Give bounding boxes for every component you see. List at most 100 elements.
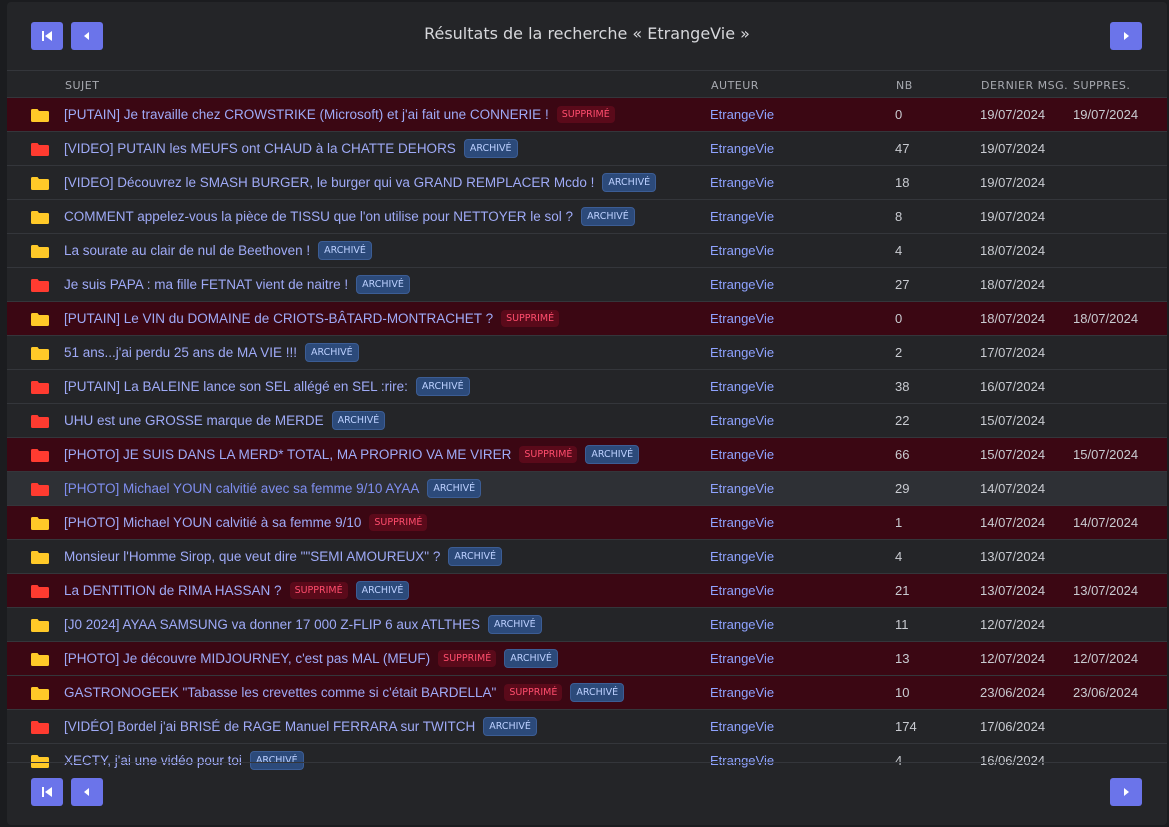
table-row[interactable]: [PHOTO] JE SUIS DANS LA MERD* TOTAL, MA … [7,437,1167,471]
author-link[interactable]: EtrangeVie [710,243,775,258]
table-row[interactable]: La sourate au clair de nul de Beethoven … [7,233,1167,267]
topic-link[interactable]: [PUTAIN] Le VIN du DOMAINE de CRIOTS-BÂT… [64,311,494,326]
author-link[interactable]: EtrangeVie [710,209,775,224]
topic-link[interactable]: GASTRONOGEEK "Tabasse les crevettes comm… [64,685,497,700]
table-row[interactable]: [PUTAIN] Je travaille chez CROWSTRIKE (M… [7,97,1167,131]
table-row[interactable]: [PUTAIN] Le VIN du DOMAINE de CRIOTS-BÂT… [7,301,1167,335]
reply-count: 27 [895,277,910,292]
chevron-left-icon [84,32,89,40]
deleted-date: 15/07/2024 [1073,447,1139,462]
topic-link[interactable]: XECTY, j'ai une vidéo pour toi [64,753,242,768]
prev-page-button-bottom[interactable] [71,778,103,806]
last-message-date: 23/06/2024 [980,685,1046,700]
table-row[interactable]: [PHOTO] Michael YOUN calvitié à sa femme… [7,505,1167,539]
chevron-right-icon [1124,32,1129,40]
topic-link[interactable]: [PHOTO] Je découvre MIDJOURNEY, c'est pa… [64,651,431,666]
first-page-button-bottom[interactable] [31,778,63,806]
deleted-badge: SUPPRIMÉ [519,446,578,463]
author-link[interactable]: EtrangeVie [710,583,775,598]
table-row[interactable]: Monsieur l'Homme Sirop, que veut dire ""… [7,539,1167,573]
folder-icon [31,279,49,292]
table-row[interactable]: [PHOTO] Michael YOUN calvitié avec sa fe… [7,471,1167,505]
column-deleted-date: SUPPRES. [1073,79,1131,92]
topic-subject: Monsieur l'Homme Sirop, que veut dire ""… [64,540,503,573]
deleted-badge: SUPPRIMÉ [501,310,560,327]
table-row[interactable]: [PHOTO] Je découvre MIDJOURNEY, c'est pa… [7,641,1167,675]
table-row[interactable]: GASTRONOGEEK "Tabasse les crevettes comm… [7,675,1167,709]
deleted-badge: SUPPRIMÉ [369,514,428,531]
author-link[interactable]: EtrangeVie [710,345,775,360]
author-link[interactable]: EtrangeVie [710,549,775,564]
reply-count: 4 [895,753,903,768]
author-link[interactable]: EtrangeVie [710,447,775,462]
reply-count: 11 [895,617,909,632]
author-link[interactable]: EtrangeVie [710,175,775,190]
last-message-date: 17/07/2024 [980,345,1046,360]
table-row[interactable]: XECTY, j'ai une vidéo pour toi ARCHIVÉ Etr… [7,743,1167,777]
table-row[interactable]: [J0 2024] AYAA SAMSUNG va donner 17 000 … [7,607,1167,641]
author-link[interactable]: EtrangeVie [710,311,775,326]
topic-link[interactable]: [PUTAIN] La BALEINE lance son SEL allégé… [64,379,408,394]
table-row[interactable]: Je suis PAPA : ma fille FETNAT vient de … [7,267,1167,301]
last-message-date: 18/07/2024 [980,277,1046,292]
topic-link[interactable]: La DENTITION de RIMA HASSAN ? [64,583,282,598]
prev-page-button[interactable] [71,22,103,50]
folder-icon [31,381,49,394]
table-header: SUJET AUTEUR NB DERNIER MSG. SUPPRES. [7,70,1167,99]
reply-count: 29 [895,481,910,496]
topic-subject: 51 ans...j'ai perdu 25 ans de MA VIE !!!… [64,336,359,369]
author-link[interactable]: EtrangeVie [710,379,775,394]
topic-link[interactable]: Monsieur l'Homme Sirop, que veut dire ""… [64,549,441,564]
archived-badge: ARCHIVÉ [304,343,359,362]
reply-count: 10 [895,685,910,700]
last-message-date: 15/07/2024 [980,447,1046,462]
author-link[interactable]: EtrangeVie [710,685,775,700]
author-link[interactable]: EtrangeVie [710,617,775,632]
deleted-date: 14/07/2024 [1073,515,1139,530]
last-message-date: 18/07/2024 [980,243,1046,258]
topic-link[interactable]: [J0 2024] AYAA SAMSUNG va donner 17 000 … [64,617,480,632]
archived-badge: ARCHIVÉ [487,615,542,634]
topic-subject: [PUTAIN] La BALEINE lance son SEL allégé… [64,370,470,403]
author-link[interactable]: EtrangeVie [710,753,775,768]
author-link[interactable]: EtrangeVie [710,481,775,496]
page-title: Résultats de la recherche « EtrangeVie » [424,24,750,43]
author-link[interactable]: EtrangeVie [710,413,775,428]
topic-subject: [PUTAIN] Le VIN du DOMAINE de CRIOTS-BÂT… [64,302,560,335]
deleted-badge: SUPPRIMÉ [556,106,615,123]
table-row[interactable]: COMMENT appelez-vous la pièce de TISSU q… [7,199,1167,233]
author-link[interactable]: EtrangeVie [710,107,775,122]
first-page-button[interactable] [31,22,63,50]
table-row[interactable]: [PUTAIN] La BALEINE lance son SEL allégé… [7,369,1167,403]
author-link[interactable]: EtrangeVie [710,515,775,530]
table-row[interactable]: [VIDEO] PUTAIN les MEUFS ont CHAUD à la … [7,131,1167,165]
topic-link[interactable]: UHU est une GROSSE marque de MERDE [64,413,324,428]
reply-count: 4 [895,549,903,564]
table-row[interactable]: [VIDÉO] Bordel j'ai BRISÉ de RAGE Manuel… [7,709,1167,743]
author-link[interactable]: EtrangeVie [710,277,775,292]
archived-badge: ARCHIVÉ [318,241,372,260]
topic-link[interactable]: [VIDÉO] Bordel j'ai BRISÉ de RAGE Manuel… [64,719,476,734]
folder-icon [31,177,49,190]
next-page-button[interactable] [1110,22,1142,50]
next-page-button-bottom[interactable] [1110,778,1142,806]
topic-link[interactable]: [PHOTO] JE SUIS DANS LA MERD* TOTAL, MA … [64,447,512,462]
author-link[interactable]: EtrangeVie [710,141,775,156]
topic-link[interactable]: COMMENT appelez-vous la pièce de TISSU q… [64,209,574,224]
topic-link[interactable]: Je suis PAPA : ma fille FETNAT vient de … [64,277,349,292]
table-row[interactable]: UHU est une GROSSE marque de MERDE ARCHIV… [7,403,1167,437]
table-row[interactable]: La DENTITION de RIMA HASSAN ? SUPPRIMÉ ARC… [7,573,1167,607]
author-link[interactable]: EtrangeVie [710,719,775,734]
topic-link[interactable]: 51 ans...j'ai perdu 25 ans de MA VIE !!! [64,345,297,360]
topic-link[interactable]: La sourate au clair de nul de Beethoven … [64,243,311,258]
archived-badge: ARCHIVÉ [483,717,537,736]
topic-subject: GASTRONOGEEK "Tabasse les crevettes comm… [64,676,625,709]
table-row[interactable]: 51 ans...j'ai perdu 25 ans de MA VIE !!!… [7,335,1167,369]
topic-link[interactable]: [VIDEO] Découvrez le SMASH BURGER, le bu… [64,175,595,190]
topic-link[interactable]: [PUTAIN] Je travaille chez CROWSTRIKE (M… [64,107,549,122]
topic-link[interactable]: [PHOTO] Michael YOUN calvitié avec sa fe… [64,481,420,496]
topic-link[interactable]: [PHOTO] Michael YOUN calvitié à sa femme… [64,515,362,530]
table-row[interactable]: [VIDEO] Découvrez le SMASH BURGER, le bu… [7,165,1167,199]
topic-link[interactable]: [VIDEO] PUTAIN les MEUFS ont CHAUD à la … [64,141,456,156]
author-link[interactable]: EtrangeVie [710,651,775,666]
